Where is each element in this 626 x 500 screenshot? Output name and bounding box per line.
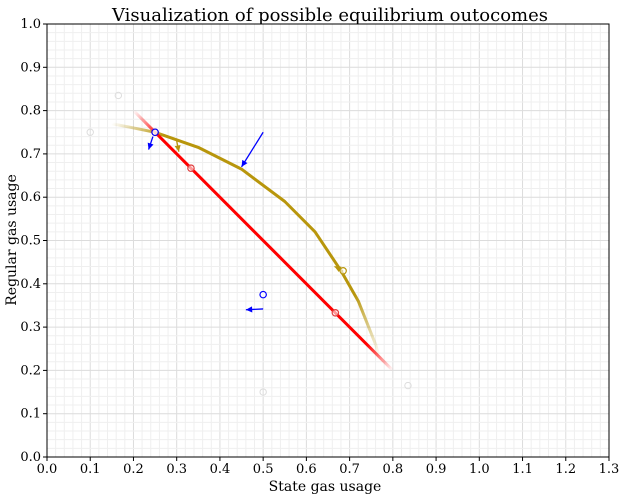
x-tick-label: 0.5 xyxy=(253,462,274,477)
y-tick-label: 0.3 xyxy=(20,320,41,335)
plot-area xyxy=(86,91,412,396)
x-tick-label: 0.7 xyxy=(339,462,360,477)
x-tick-label: 0.8 xyxy=(383,462,404,477)
faint-marker xyxy=(259,388,267,396)
blue-arrow-shaft xyxy=(240,131,264,168)
series-gold-curve xyxy=(111,122,386,376)
x-tick-label: 1.1 xyxy=(512,462,533,477)
y-tick-label: 0.5 xyxy=(20,234,41,249)
faint-marker xyxy=(114,91,123,100)
y-tick-label: 0.7 xyxy=(20,147,41,162)
y-tick-label: 0.9 xyxy=(20,60,41,75)
chart-title: Visualization of possible equilibrium ou… xyxy=(111,5,548,26)
blue-marker xyxy=(259,290,267,299)
blue-arrow-head xyxy=(241,159,248,167)
grid xyxy=(46,23,610,458)
gold-arrow-head xyxy=(174,144,181,152)
x-axis-label: State gas usage xyxy=(269,479,382,495)
y-axis-label: Regular gas usage xyxy=(4,174,20,306)
red-marker xyxy=(187,164,195,172)
x-tick-label: 0.1 xyxy=(80,462,101,477)
y-tick-label: 0.8 xyxy=(20,104,41,119)
x-tick-label: 0.6 xyxy=(296,462,317,477)
y-tick-label: 0.6 xyxy=(20,190,41,205)
blue-marker xyxy=(151,128,159,137)
x-tick-label: 0.0 xyxy=(37,462,58,477)
y-tick-label: 0.0 xyxy=(20,450,41,465)
x-tick-label: 0.4 xyxy=(210,462,231,477)
axes: 0.0 0.1 0.2 0.3 0.4 0.5 0.6 0.7 0.8 0.9 1.0 1.1 1.2 1… xyxy=(20,17,619,477)
gold-marker xyxy=(339,267,347,275)
red-marker xyxy=(331,309,340,317)
faint-marker xyxy=(404,381,412,390)
x-tick-label: 0.9 xyxy=(426,462,447,477)
blue-arrow-head xyxy=(147,142,154,150)
x-tick-label: 0.2 xyxy=(123,462,144,477)
x-tick-label: 0.3 xyxy=(166,462,187,477)
y-tick-label: 0.2 xyxy=(20,363,41,378)
blue-arrow-head xyxy=(245,306,253,313)
y-tick-label: 0.4 xyxy=(20,277,41,292)
x-tick-label: 1.0 xyxy=(469,462,490,477)
x-tick-label: 1.2 xyxy=(555,462,576,477)
gold-arrow-head xyxy=(334,266,342,273)
x-tick-label: 1.3 xyxy=(599,462,620,477)
y-tick-label: 1.0 xyxy=(20,17,41,32)
y-tick-label: 0.1 xyxy=(20,407,41,422)
